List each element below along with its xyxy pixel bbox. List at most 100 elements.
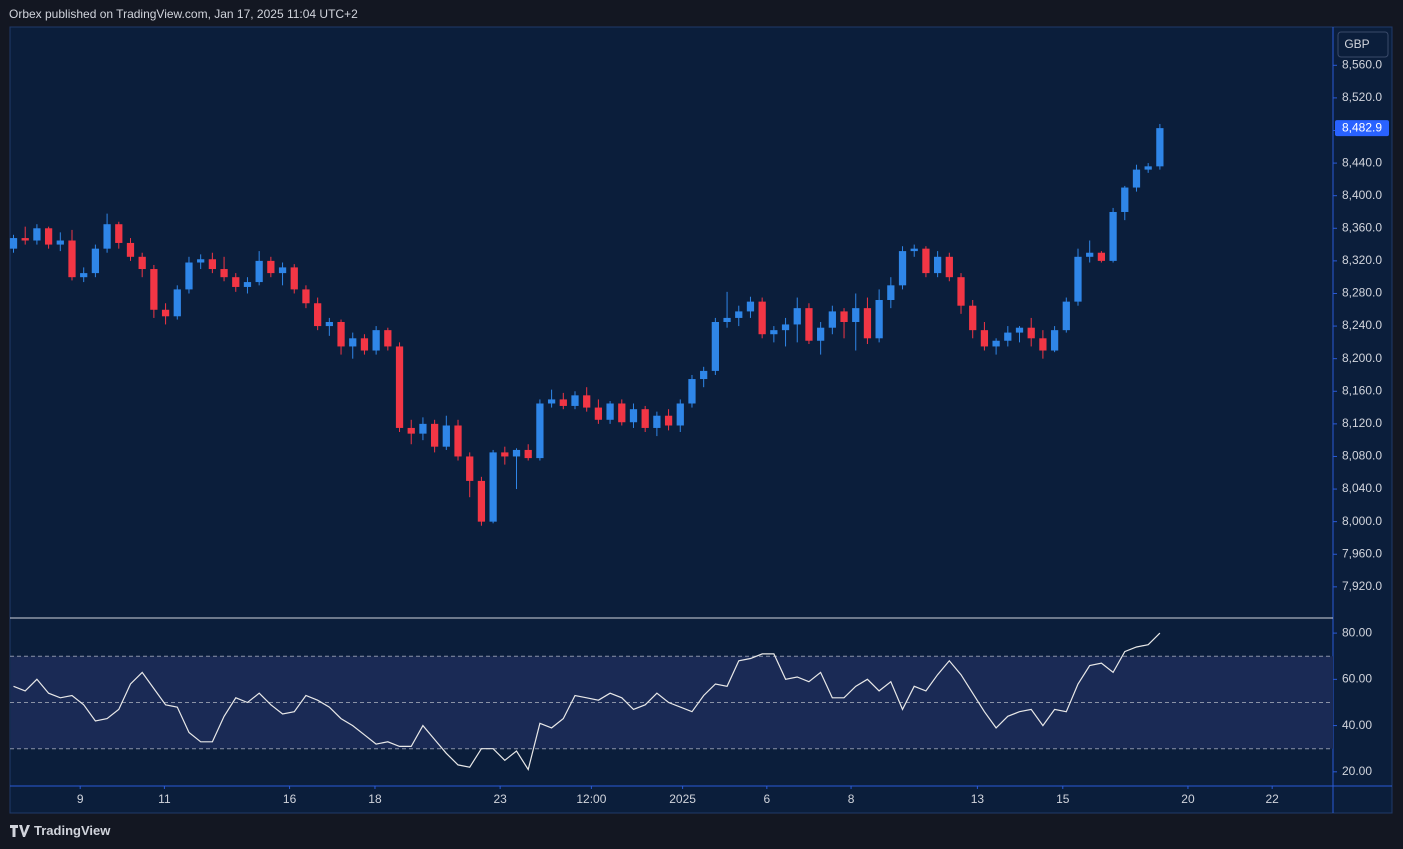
candle-body: [781, 324, 790, 331]
candle-body: [372, 330, 380, 351]
candle-body: [770, 330, 778, 335]
candle-body: [700, 370, 708, 380]
y-tick-label: 8,440.0: [1342, 155, 1382, 169]
candle-body: [688, 379, 696, 404]
candle-body: [197, 259, 205, 263]
candle-body: [278, 267, 287, 274]
candle-body: [817, 327, 825, 341]
candle-body: [594, 407, 603, 420]
candle-body: [477, 480, 486, 522]
candle-body: [220, 269, 228, 278]
candle-body: [442, 425, 450, 447]
x-tick-label: 16: [283, 792, 297, 806]
candle-body: [267, 260, 275, 274]
candle-body: [173, 289, 181, 317]
candle-body: [1015, 327, 1024, 333]
y-tick-label: 8,040.0: [1342, 481, 1382, 495]
candle-body: [454, 425, 462, 457]
candle-body: [945, 256, 953, 278]
candle-body: [898, 251, 907, 286]
candle-body: [1121, 187, 1129, 212]
candle-body: [758, 301, 766, 335]
candle-body: [360, 338, 369, 351]
candle-body: [922, 248, 930, 274]
x-tick-label: 9: [77, 792, 84, 806]
y-tick-label: 20.00: [1342, 764, 1372, 778]
candle-body: [419, 423, 427, 434]
currency-box: [1337, 31, 1389, 58]
y-tick-label: 8,160.0: [1342, 383, 1382, 397]
y-tick-label: 8,560.0: [1342, 57, 1382, 71]
candle-body: [840, 311, 848, 322]
candle-body: [711, 322, 719, 371]
y-tick-label: 8,360.0: [1342, 220, 1382, 234]
candle-body: [103, 224, 111, 249]
candle-body: [489, 452, 497, 522]
currency-label: GBP: [1344, 37, 1369, 51]
candle-body: [91, 248, 100, 274]
x-tick-label: 11: [158, 792, 171, 806]
candle-body: [44, 228, 53, 245]
candle-body: [1097, 252, 1106, 261]
y-tick-label: 7,920.0: [1342, 579, 1382, 593]
y-tick-label: 8,400.0: [1342, 188, 1382, 202]
candle-body: [887, 285, 895, 300]
candle-body: [980, 330, 989, 347]
candle-body: [828, 311, 836, 328]
candle-body: [349, 338, 357, 347]
y-tick-label: 8,120.0: [1342, 416, 1382, 430]
candle-body: [863, 308, 872, 339]
candle-body: [384, 330, 392, 347]
candle-body: [969, 305, 977, 331]
candle-body: [910, 248, 918, 252]
candle-body: [1109, 211, 1117, 261]
candle-body: [559, 399, 567, 406]
candle-body: [992, 340, 1000, 347]
candle-body: [337, 322, 345, 347]
candle-body: [21, 238, 29, 241]
candle-body: [875, 299, 883, 339]
y-tick-label: 8,520.0: [1342, 90, 1382, 104]
candle-body: [723, 317, 731, 322]
x-tick-label: 2025: [669, 792, 696, 806]
candle-body: [653, 415, 661, 428]
y-tick-label: 60.00: [1342, 672, 1372, 686]
candle-body: [302, 289, 310, 304]
candle-body: [243, 282, 252, 287]
candle-body: [629, 409, 638, 423]
x-tick-label: 6: [763, 792, 770, 806]
last-price-box: [1335, 120, 1389, 137]
y-tick-label: 8,200.0: [1342, 351, 1382, 365]
candle-body: [571, 395, 579, 406]
brand-logo: [10, 824, 30, 837]
candle-body: [466, 456, 474, 481]
x-tick-label: 12:00: [576, 792, 606, 806]
candle-body: [115, 224, 123, 243]
candle-body: [1062, 301, 1070, 331]
candle-body: [664, 415, 673, 426]
candle-body: [185, 262, 193, 290]
candle-body: [583, 395, 591, 408]
candle-body: [1086, 252, 1094, 257]
candle-body: [232, 277, 240, 287]
candle-body: [1144, 166, 1152, 170]
candle-body: [1027, 327, 1035, 339]
x-tick-label: 20: [1181, 792, 1195, 806]
candle-body: [524, 449, 532, 459]
candle-body: [793, 308, 801, 325]
candle-body: [56, 240, 64, 245]
candle-body: [957, 277, 965, 306]
x-tick-label: 18: [368, 792, 382, 806]
candle-body: [512, 449, 521, 457]
publish-header: Orbex published on TradingView.com, Jan …: [9, 7, 358, 21]
candle-body: [150, 269, 158, 310]
candle-body: [325, 322, 333, 327]
candle-body: [1074, 256, 1082, 302]
candle-body: [126, 242, 135, 257]
brand-name: TradingView: [34, 823, 111, 838]
candle-body: [852, 308, 860, 322]
candle-body: [547, 399, 556, 404]
rsi-line: [13, 632, 1161, 772]
